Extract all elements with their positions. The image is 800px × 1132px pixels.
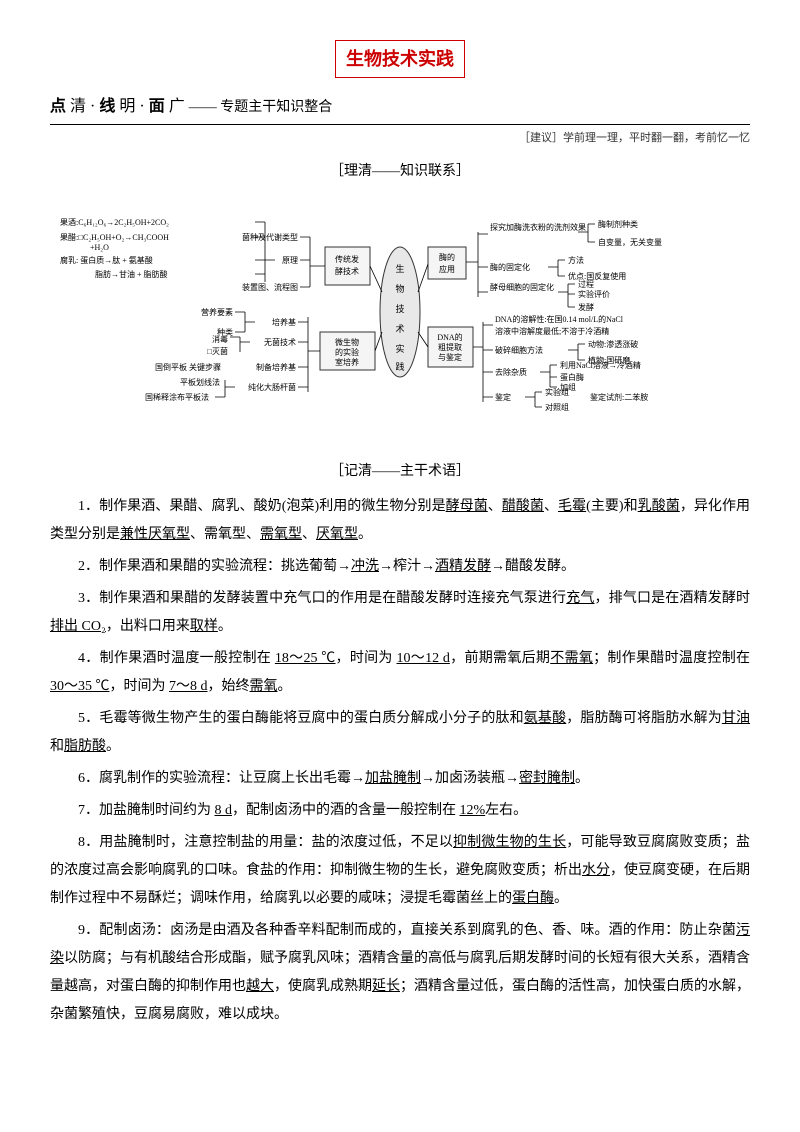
para-9: 9．配制卤汤：卤汤是由酒及各种香辛料配制而成的，直接关系到腐乳的色、香、味。酒的…: [50, 917, 750, 1029]
svg-text:生: 生: [395, 263, 404, 274]
svg-text:动物:渗透涨破: 动物:渗透涨破: [588, 339, 638, 349]
title-text: 生物技术实践: [335, 40, 465, 78]
svg-text:实验组: 实验组: [545, 387, 569, 397]
svg-text:营养要素: 营养要素: [201, 307, 233, 317]
svg-text:纯化大肠杆菌: 纯化大肠杆菌: [248, 382, 296, 392]
sub-tail: —— 专题主干知识整合: [189, 100, 333, 115]
svg-text:酵技术: 酵技术: [335, 266, 359, 276]
svg-text:DNA的: DNA的: [437, 332, 462, 342]
svg-text:方法: 方法: [568, 255, 584, 265]
para-3: 3．制作果酒和果醋的发酵装置中充气口的作用是在醋酸发酵时连接充气泵进行充气，排气…: [50, 585, 750, 641]
svg-text:实: 实: [395, 343, 404, 354]
svg-text:蛋白酶: 蛋白酶: [560, 372, 584, 382]
svg-text:装置图、流程图: 装置图、流程图: [242, 282, 298, 292]
svg-text:去除杂质: 去除杂质: [495, 367, 527, 377]
svg-text:酵母细胞的固定化: 酵母细胞的固定化: [490, 282, 554, 292]
svg-text:DNA的溶解性:在国0.14 mol/L的NaCl: DNA的溶解性:在国0.14 mol/L的NaCl: [495, 314, 624, 324]
concept-diagram: 生 物 技 术 实 践 传统发 酵技术 微生物 的实验 室培养 酶的 应用 DN…: [50, 192, 750, 432]
svg-text:鉴定试剂:二苯胺: 鉴定试剂:二苯胺: [590, 392, 648, 402]
para-1: 1．制作果酒、果醋、腐乳、酸奶(泡菜)利用的微生物分别是酵母菌、醋酸菌、毛霉(主…: [50, 493, 750, 549]
svg-text:优点:国反复使用: 优点:国反复使用: [568, 271, 626, 281]
svg-text:脂肪→甘油 + 脂肪酸: 脂肪→甘油 + 脂肪酸: [95, 269, 168, 279]
para-5: 5．毛霉等微生物产生的蛋白酶能将豆腐中的蛋白质分解成小分子的肽和氨基酸，脂肪酶可…: [50, 705, 750, 761]
svg-text:酶的固定化: 酶的固定化: [490, 262, 530, 272]
svg-text:培养基: 培养基: [272, 317, 296, 327]
section-2-label: ［记清——主干术语］: [50, 459, 750, 484]
svg-text:酶的: 酶的: [439, 252, 455, 262]
page-title: 生物技术实践: [50, 40, 750, 78]
svg-text:对照组: 对照组: [545, 402, 569, 412]
svg-text:鉴定: 鉴定: [495, 392, 511, 402]
svg-text:粗提取: 粗提取: [438, 342, 462, 352]
para-2: 2．制作果酒和果醋的实验流程：挑选葡萄→冲洗→榨汁→酒精发酵→醋酸发酵。: [50, 553, 750, 581]
svg-text:发酵: 发酵: [578, 302, 594, 312]
svg-text:消毒: 消毒: [212, 334, 228, 344]
svg-text:□灭菌: □灭菌: [207, 346, 228, 356]
svg-text:与鉴定: 与鉴定: [438, 352, 462, 362]
svg-text:探究加酶洗衣粉的洗剂效果: 探究加酶洗衣粉的洗剂效果: [490, 222, 586, 232]
subtitle: 点 清 · 线 明 · 面 广 —— 专题主干知识整合: [50, 93, 750, 125]
svg-text:应用: 应用: [439, 264, 455, 274]
svg-text:果酒:C₆H₁₂O₆→2C₂H₅OH+2CO₂: 果酒:C₆H₁₂O₆→2C₂H₅OH+2CO₂: [60, 218, 169, 227]
para-7: 7．加盐腌制时间约为 8 d，配制卤汤中的酒的含量一般控制在 12%左右。: [50, 797, 750, 825]
para-4: 4．制作果酒时温度一般控制在 18～25 ℃，时间为 10～12 d，前期需氧后…: [50, 645, 750, 701]
svg-text:原理: 原理: [282, 256, 298, 265]
sub-c3: 广: [169, 98, 185, 115]
svg-text:酶制剂种类: 酶制剂种类: [598, 219, 638, 229]
sub-c2: 明: [119, 98, 135, 115]
svg-text:的实验: 的实验: [335, 347, 359, 357]
section-1-label: ［理清——知识联系］: [50, 159, 750, 184]
para-8: 8．用盐腌制时，注意控制盐的用量：盐的浓度过低，不足以抑制微生物的生长，可能导致…: [50, 829, 750, 913]
svg-text:践: 践: [395, 361, 404, 372]
svg-text:微生物: 微生物: [335, 337, 359, 347]
svg-text:国倒平板 关键步骤: 国倒平板 关键步骤: [155, 362, 221, 372]
svg-text:室培养: 室培养: [335, 357, 359, 367]
svg-text:利用NaCl溶液→冷酒精: 利用NaCl溶液→冷酒精: [560, 360, 641, 370]
svg-text:过程: 过程: [578, 279, 594, 289]
svg-text:制备培养基: 制备培养基: [256, 362, 296, 372]
svg-text:腐乳: 蛋白质→肽 + 氨基酸: 腐乳: 蛋白质→肽 + 氨基酸: [60, 255, 153, 265]
para-6: 6．腐乳制作的实验流程：让豆腐上长出毛霉→加盐腌制→加卤汤装瓶→密封腌制。: [50, 765, 750, 793]
svg-text:溶液中溶解度最低;不溶于冷酒精: 溶液中溶解度最低;不溶于冷酒精: [495, 326, 609, 336]
hint: ［建议］学前理一理，平时翻一翻，考前忆一忆: [50, 129, 750, 149]
sub-p1: 点: [50, 98, 66, 115]
svg-text:菌种及代谢类型: 菌种及代谢类型: [242, 232, 298, 242]
svg-text:果醋:□C₂H₅OH+O₂→CH₃COOH: 果醋:□C₂H₅OH+O₂→CH₃COOH: [60, 232, 169, 242]
svg-text:破碎细胞方法: 破碎细胞方法: [495, 345, 543, 355]
sub-c1: 清: [70, 98, 86, 115]
svg-text:技: 技: [395, 303, 404, 314]
svg-text:无菌技术: 无菌技术: [264, 337, 296, 347]
sub-p2: 线: [99, 98, 115, 115]
svg-text:平板划线法: 平板划线法: [180, 377, 220, 387]
paragraph-list: 1．制作果酒、果醋、腐乳、酸奶(泡菜)利用的微生物分别是酵母菌、醋酸菌、毛霉(主…: [50, 493, 750, 1029]
svg-text:术: 术: [395, 323, 404, 334]
svg-text:国稀释涂布平板法: 国稀释涂布平板法: [145, 392, 209, 402]
svg-text:+H₂O: +H₂O: [90, 243, 109, 252]
svg-text:物: 物: [395, 283, 404, 294]
svg-text:实验评价: 实验评价: [578, 289, 610, 299]
svg-text:传统发: 传统发: [335, 254, 359, 264]
svg-text:自变量，无关变量: 自变量，无关变量: [598, 237, 662, 247]
sub-p3: 面: [149, 98, 165, 115]
